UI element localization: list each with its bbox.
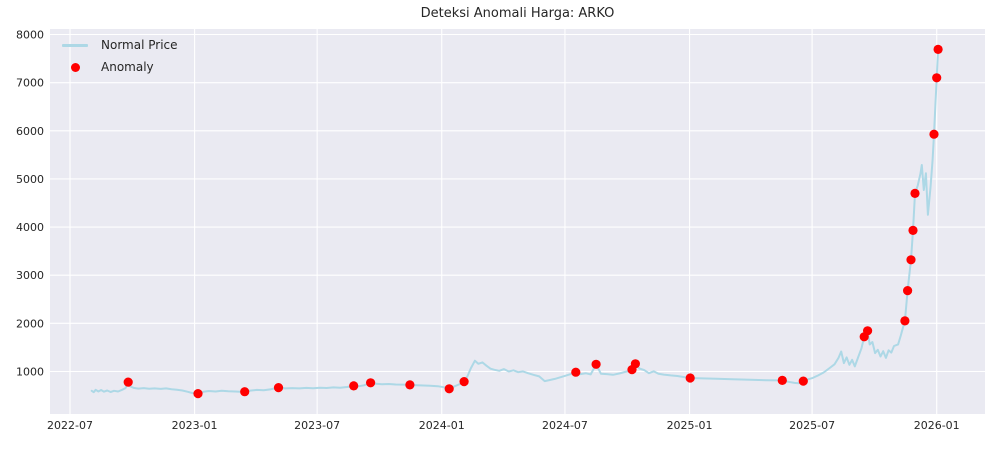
anomaly-point (798, 376, 808, 386)
y-tick-label: 3000 (16, 269, 44, 282)
anomaly-point (932, 73, 942, 83)
anomaly-point (910, 188, 920, 198)
y-tick-label: 6000 (16, 125, 44, 138)
plot-background (50, 29, 985, 414)
anomaly-point (933, 44, 943, 55)
legend: Normal Price Anomaly (62, 37, 178, 76)
x-tick-label: 2023-07 (294, 419, 340, 432)
x-tick-label: 2022-07 (47, 419, 93, 432)
anomaly-point (685, 373, 695, 383)
normal-price-line (90, 48, 940, 395)
anomaly-point (630, 359, 641, 369)
anomaly-point (906, 255, 916, 265)
anomaly-point (273, 383, 284, 393)
line-swatch-icon (62, 44, 88, 47)
anomaly-point (900, 316, 910, 326)
anomaly-point (863, 326, 873, 336)
anomaly-point (903, 286, 913, 296)
anomaly-point (908, 225, 918, 235)
y-tick-label: 8000 (16, 29, 44, 42)
dot-swatch-icon (62, 63, 88, 72)
anomaly-point (591, 359, 601, 369)
x-tick-label: 2025-01 (667, 419, 713, 432)
y-tick-label: 4000 (16, 221, 44, 234)
legend-label-anomaly: Anomaly (101, 60, 154, 74)
legend-entry-anomaly: Anomaly (62, 59, 178, 76)
x-tick-label: 2025-07 (789, 419, 835, 432)
anomaly-point (123, 377, 133, 387)
y-tick-label: 2000 (16, 317, 44, 330)
x-tick-label: 2026-01 (914, 419, 960, 432)
y-tick-label: 1000 (16, 366, 44, 379)
x-tick-label: 2024-07 (542, 419, 588, 432)
y-tick-label: 5000 (16, 173, 44, 186)
anomaly-point (929, 129, 939, 139)
legend-entry-normal-price: Normal Price (62, 37, 178, 54)
x-tick-label: 2024-01 (419, 419, 465, 432)
anomaly-point (459, 377, 469, 387)
x-tick-label: 2023-01 (172, 419, 218, 432)
anomaly-point (405, 380, 415, 390)
anomaly-point (193, 389, 203, 399)
anomaly-point (777, 375, 787, 385)
chart-title: Deteksi Anomali Harga: ARKO (420, 6, 615, 21)
legend-label-normal-price: Normal Price (101, 38, 178, 52)
y-tick-label: 7000 (16, 77, 44, 90)
anomaly-point (444, 384, 454, 394)
anomaly-point (240, 387, 250, 397)
anomaly-point (571, 367, 581, 377)
anomaly-point (349, 381, 359, 391)
anomaly-point (366, 378, 376, 388)
